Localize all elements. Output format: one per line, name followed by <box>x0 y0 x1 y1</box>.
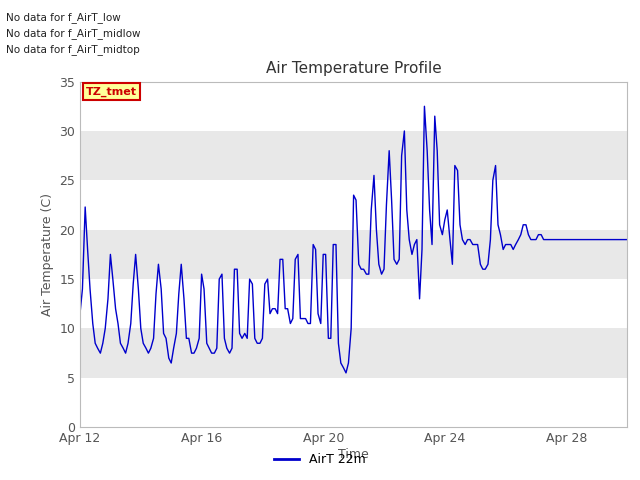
Bar <box>80 279 627 328</box>
Bar <box>80 230 627 279</box>
Bar <box>80 378 627 427</box>
Bar <box>80 82 627 131</box>
Y-axis label: Air Temperature (C): Air Temperature (C) <box>41 193 54 316</box>
Text: No data for f_AirT_midlow: No data for f_AirT_midlow <box>6 28 141 39</box>
Bar <box>80 328 627 378</box>
Text: TZ_tmet: TZ_tmet <box>86 86 137 97</box>
Text: No data for f_AirT_midtop: No data for f_AirT_midtop <box>6 44 140 55</box>
Legend: AirT 22m: AirT 22m <box>269 448 371 471</box>
Title: Air Temperature Profile: Air Temperature Profile <box>266 61 442 76</box>
Text: No data for f_AirT_low: No data for f_AirT_low <box>6 12 121 23</box>
Bar <box>80 131 627 180</box>
X-axis label: Time: Time <box>338 448 369 461</box>
Bar <box>80 180 627 230</box>
